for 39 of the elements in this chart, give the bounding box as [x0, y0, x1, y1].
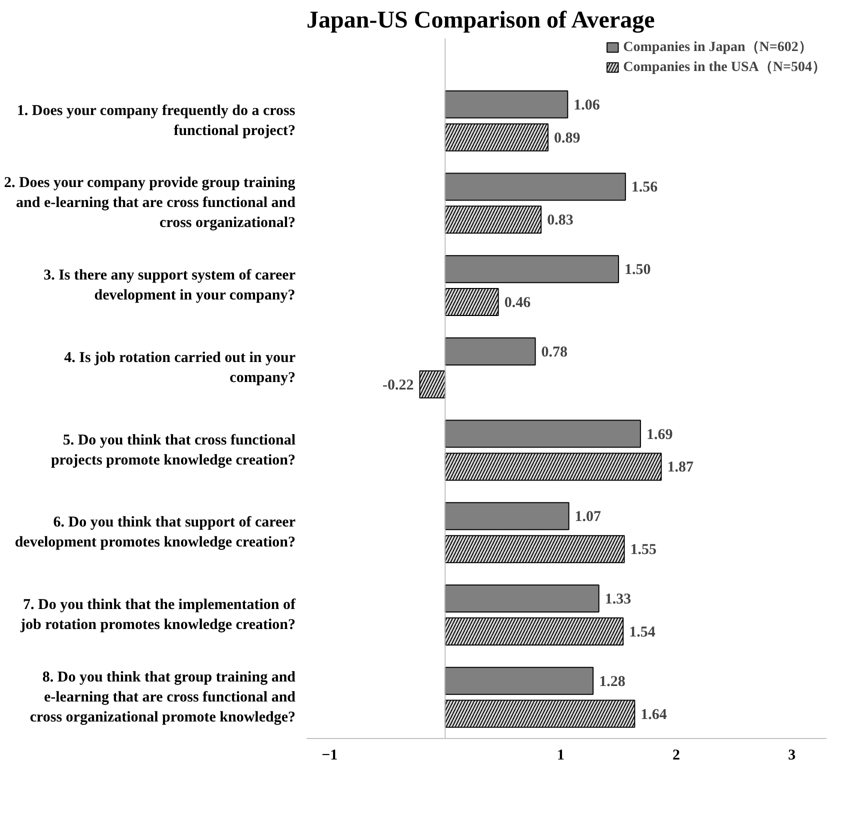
y-tick-label: 5. Do you think that cross functional projects promote knowledge creation? — [50, 432, 296, 468]
data-label: 0.83 — [547, 212, 574, 229]
data-label: 1.56 — [631, 180, 658, 196]
data-label: 1.07 — [574, 509, 602, 526]
data-label: -0.22 — [382, 377, 414, 394]
data-label: 1.69 — [646, 426, 673, 443]
legend-label: Companies in Japan（N=602） — [623, 39, 812, 56]
x-tick-label: 2 — [672, 748, 680, 764]
y-tick-label: 3. Is there any support system of career development in your company? — [44, 268, 296, 304]
y-tick-label: 7. Do you think that the implementation of job rotation promotes knowledge creation? — [20, 596, 297, 633]
data-label: 1.87 — [667, 460, 694, 476]
data-label: 1.55 — [630, 542, 657, 558]
y-tick-label: 6. Do you think that support of career development promotes knowledge creation? — [14, 514, 296, 551]
data-label: 1.64 — [640, 706, 668, 723]
bar — [444, 172, 626, 201]
x-tick-label: 3 — [788, 748, 796, 764]
bar — [444, 337, 536, 366]
x-tick-label: −1 — [322, 748, 338, 764]
data-label: 0.78 — [541, 344, 568, 360]
chart-title: Japan-US Comparison of Average — [306, 8, 656, 34]
data-label: 1.50 — [624, 262, 651, 278]
bar — [444, 502, 570, 530]
y-tick-label: 2. Does your company provide group training and e-learning that are cross functional and cross organizational? — [4, 175, 296, 232]
bar — [444, 666, 594, 695]
x-tick-label: 1 — [556, 748, 564, 764]
data-label: 1.28 — [599, 674, 626, 690]
y-tick-label: 8. Do you think that group training and e-learning that are cross functional and cross organizational promote knowledge? — [30, 669, 296, 726]
data-label: 1.54 — [629, 624, 656, 640]
data-label: 1.33 — [604, 592, 632, 608]
bar — [444, 584, 600, 613]
data-label: 1.06 — [574, 97, 600, 114]
bar — [444, 420, 641, 448]
bar — [444, 90, 568, 118]
bar — [444, 255, 619, 284]
y-tick-label: 1. Does your company frequently do a cross functional project? — [16, 102, 296, 139]
legend-label: Companies in the USA（N=504） — [623, 59, 826, 76]
data-label: 0.89 — [554, 130, 580, 146]
y-tick-label: 4. Is job rotation carried out in your company? — [64, 350, 296, 386]
data-label: 0.46 — [504, 295, 532, 312]
